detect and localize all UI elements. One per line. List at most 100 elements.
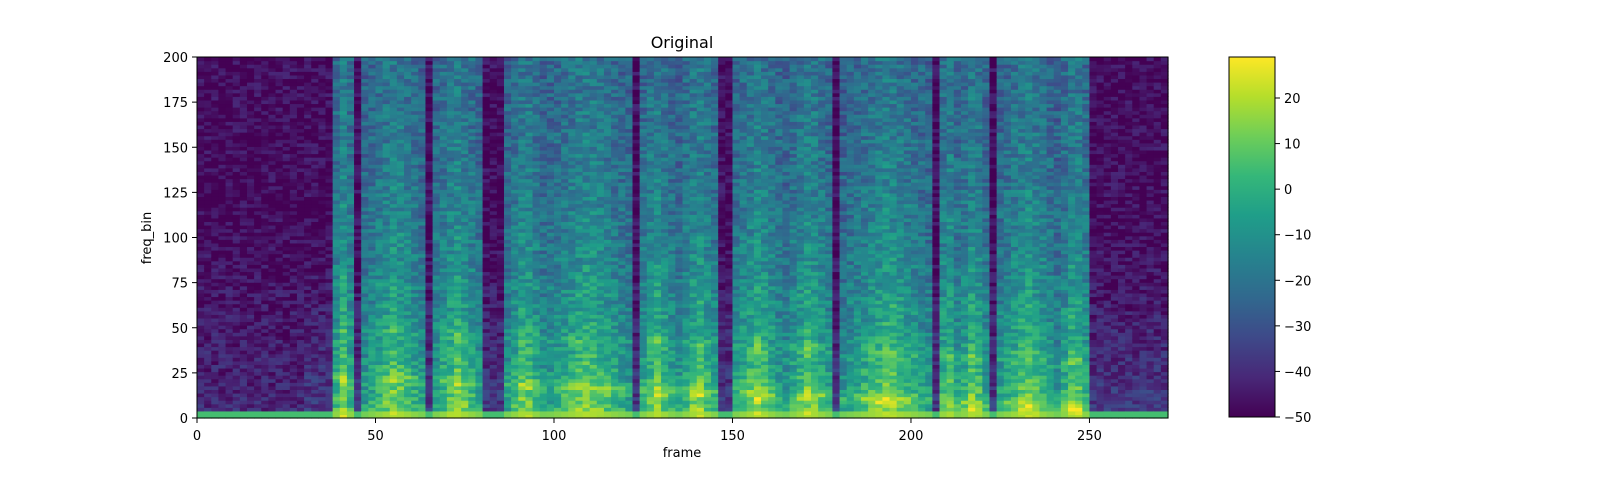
heatmap-cell	[361, 121, 369, 126]
heatmap-cell	[204, 314, 212, 319]
heatmap-cell	[475, 132, 484, 137]
heatmap-cell	[318, 82, 327, 87]
heatmap-cell	[404, 210, 412, 215]
heatmap-cell	[225, 182, 234, 187]
heatmap-cell	[539, 110, 548, 115]
heatmap-cell	[361, 142, 369, 147]
heatmap-cell	[454, 303, 462, 308]
heatmap-cell	[296, 185, 305, 190]
heatmap-cell	[218, 74, 227, 80]
heatmap-cell	[454, 121, 462, 126]
heatmap-cell	[211, 307, 220, 312]
heatmap-cell	[461, 189, 469, 194]
heatmap-cell	[539, 278, 548, 283]
heatmap-cell	[275, 296, 284, 301]
heatmap-cell	[261, 350, 269, 355]
heatmap-cell	[446, 203, 455, 208]
heatmap-cell	[246, 171, 255, 176]
heatmap-cell	[518, 221, 527, 226]
heatmap-cell	[211, 121, 220, 126]
heatmap-cell	[211, 182, 220, 187]
heatmap-cell	[396, 353, 405, 358]
heatmap-cell	[311, 139, 319, 144]
heatmap-cell	[289, 149, 298, 155]
heatmap-cell	[404, 82, 412, 87]
heatmap-cell	[396, 400, 405, 405]
heatmap-cell	[225, 239, 234, 244]
heatmap-cell	[346, 64, 355, 69]
heatmap-cell	[275, 89, 284, 94]
heatmap-cell	[461, 67, 469, 72]
heatmap-cell	[432, 289, 441, 294]
heatmap-cell	[475, 325, 484, 330]
heatmap-cell	[339, 307, 348, 312]
heatmap-cell	[225, 103, 234, 108]
heatmap-cell	[546, 382, 555, 387]
heatmap-cell	[532, 207, 541, 212]
heatmap-cell	[304, 89, 312, 94]
heatmap-cell	[396, 335, 405, 340]
heatmap-cell	[311, 385, 319, 390]
heatmap-cell	[368, 214, 377, 219]
heatmap-cell	[332, 78, 341, 83]
heatmap-cell	[368, 346, 377, 351]
heatmap-cell	[439, 300, 448, 305]
heatmap-cell	[396, 103, 405, 108]
heatmap-cell	[289, 410, 298, 416]
heatmap-cell	[389, 96, 398, 101]
heatmap-cell	[218, 357, 227, 362]
heatmap-cell	[325, 207, 334, 212]
heatmap-cell	[197, 375, 205, 380]
heatmap-cell	[418, 350, 427, 355]
heatmap-cell	[361, 321, 369, 326]
heatmap-cell	[504, 310, 512, 315]
heatmap-cell	[418, 275, 427, 280]
heatmap-cell	[475, 385, 484, 390]
heatmap-cell	[211, 328, 220, 333]
heatmap-cell	[525, 271, 534, 276]
heatmap-cell	[368, 253, 377, 258]
heatmap-cell	[382, 171, 391, 176]
heatmap-cell	[511, 135, 519, 140]
heatmap-cell	[246, 367, 255, 373]
heatmap-cell	[382, 364, 391, 369]
heatmap-cell	[225, 264, 234, 269]
heatmap-cell	[311, 392, 319, 398]
heatmap-cell	[268, 214, 277, 219]
heatmap-cell	[346, 85, 355, 90]
heatmap-cell	[396, 221, 405, 226]
heatmap-cell	[518, 328, 527, 333]
heatmap-cell	[225, 310, 234, 315]
heatmap-cell	[339, 185, 348, 190]
heatmap-cell	[225, 392, 234, 398]
heatmap-cell	[239, 192, 248, 197]
heatmap-cell	[239, 82, 248, 87]
heatmap-cell	[425, 85, 434, 90]
heatmap-cell	[254, 67, 262, 72]
heatmap-cell	[346, 289, 355, 294]
heatmap-cell	[232, 103, 241, 108]
heatmap-cell	[475, 92, 484, 97]
heatmap-cell	[454, 403, 462, 408]
heatmap-cell	[504, 71, 512, 76]
heatmap-cell	[346, 167, 355, 172]
heatmap-cell	[261, 167, 269, 172]
heatmap-cell	[246, 275, 255, 280]
heatmap-cell	[211, 403, 220, 408]
heatmap-cell	[375, 278, 384, 283]
heatmap-cell	[375, 178, 384, 183]
heatmap-cell	[389, 250, 398, 255]
heatmap-cell	[218, 321, 227, 326]
heatmap-cell	[304, 171, 312, 176]
heatmap-cell	[361, 221, 369, 226]
heatmap-cell	[511, 174, 519, 180]
heatmap-cell	[496, 142, 505, 147]
heatmap-cell	[346, 378, 355, 383]
heatmap-cell	[382, 332, 391, 337]
heatmap-cell	[325, 282, 334, 287]
heatmap-cell	[454, 221, 462, 226]
heatmap-cell	[361, 214, 369, 219]
heatmap-cell	[525, 185, 534, 190]
heatmap-cell	[246, 117, 255, 122]
heatmap-cell	[296, 335, 305, 340]
